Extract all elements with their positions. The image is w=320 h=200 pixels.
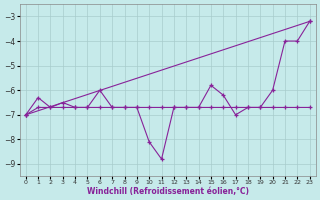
X-axis label: Windchill (Refroidissement éolien,°C): Windchill (Refroidissement éolien,°C) bbox=[87, 187, 249, 196]
